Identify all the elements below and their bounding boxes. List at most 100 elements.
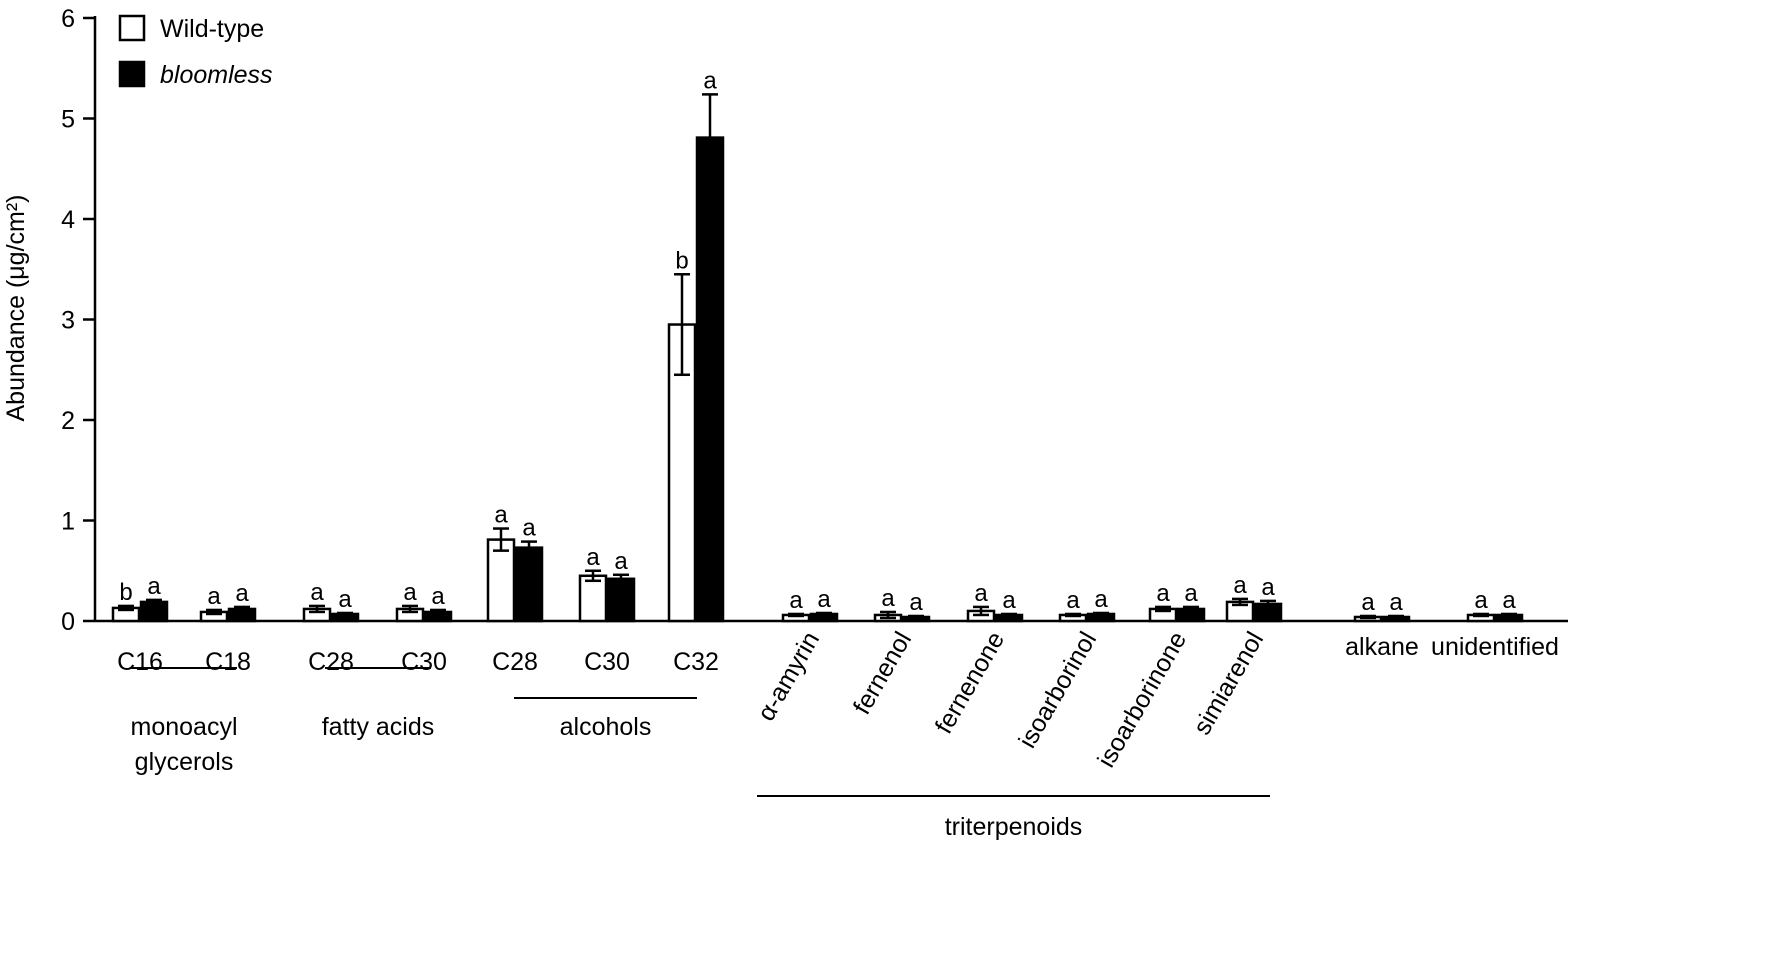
x-tick-label: unidentified (1431, 633, 1559, 661)
error-bar (613, 573, 629, 585)
significance-letter: a (338, 586, 352, 613)
x-tick-label: C32 (673, 648, 719, 676)
y-tick-label: 1 (61, 508, 75, 536)
error-bar (674, 273, 690, 377)
significance-letter: a (403, 579, 417, 606)
error-bar (1501, 612, 1517, 618)
error-bar (1183, 605, 1199, 613)
error-bar (702, 93, 718, 183)
error-bar (337, 611, 353, 617)
category-labels: C16 C18 C28 C30 C28 C30 C32 α-amyrin fernenol fer… (117, 627, 1559, 772)
error-bars (118, 93, 1517, 620)
group-label: glycerols (135, 748, 234, 776)
x-tick-label: C28 (492, 648, 538, 676)
error-bar (1360, 614, 1376, 620)
axes: 0 1 2 3 4 5 6 (61, 5, 1568, 636)
x-tick-label: alkane (1345, 633, 1419, 661)
significance-letter: a (614, 548, 628, 575)
legend-swatch-wild-type (118, 14, 146, 42)
significance-letter: a (881, 585, 895, 612)
y-tick-label: 5 (61, 106, 75, 134)
legend: Wild-type bloomless (118, 14, 273, 89)
bar-wild-type (486, 538, 516, 623)
significance-letter: b (675, 247, 688, 274)
significance-letter: a (1389, 589, 1403, 616)
error-bar (118, 604, 134, 612)
group-label: triterpenoids (945, 813, 1083, 841)
significance-letter: b (119, 579, 132, 606)
significance-letter: a (789, 587, 803, 614)
significance-letter: a (1474, 587, 1488, 614)
significance-letter: a (1066, 587, 1080, 614)
error-bar (1232, 597, 1248, 607)
significance-letter: a (817, 586, 831, 613)
y-ticks: 0 1 2 3 4 5 6 (61, 5, 95, 636)
y-tick-label: 0 (61, 608, 75, 636)
significance-letter: a (1261, 574, 1275, 601)
error-bar (206, 608, 222, 616)
error-bar (521, 540, 537, 555)
significance-letter: a (1184, 580, 1198, 607)
error-bar (908, 614, 924, 620)
significance-letter: a (1002, 587, 1016, 614)
error-bar (1001, 612, 1017, 618)
significance-letter: a (431, 583, 445, 610)
x-tick-label: simiarenol (1188, 627, 1269, 740)
error-bar (146, 598, 162, 606)
significance-letter: a (1094, 586, 1108, 613)
y-tick-label: 3 (61, 307, 75, 335)
y-axis-label: Abundance (μg/cm²) (2, 194, 30, 421)
error-bar (234, 605, 250, 613)
error-bar (1155, 605, 1171, 613)
x-tick-label: isoarborinol (1013, 627, 1102, 753)
bars (111, 136, 1524, 623)
error-bar (493, 527, 509, 552)
significance-letter: a (310, 579, 324, 606)
significance-letter: a (147, 573, 161, 600)
significance-letter: a (235, 580, 249, 607)
error-bar (973, 605, 989, 617)
x-tick-label: C16 (117, 648, 163, 676)
x-tick-label: fernenol (848, 627, 917, 719)
significance-letter: a (522, 515, 536, 542)
significance-letter: a (1156, 580, 1170, 607)
x-tick-label: C30 (584, 648, 630, 676)
y-tick-label: 4 (61, 206, 75, 234)
significance-letter: a (494, 502, 508, 529)
group-label: alcohols (560, 713, 652, 741)
significance-letter: a (1361, 589, 1375, 616)
error-bar (402, 604, 418, 614)
error-bar (1065, 612, 1081, 618)
x-tick-label: α-amyrin (752, 627, 825, 726)
x-tick-label: isoarborinone (1092, 627, 1192, 772)
group-label: fatty acids (322, 713, 435, 741)
error-bar (1260, 599, 1276, 609)
x-tick-label: fernenone (930, 627, 1011, 739)
error-bar (880, 610, 896, 620)
y-tick-label: 2 (61, 407, 75, 435)
bar-bloomless (606, 577, 636, 623)
error-bar (585, 569, 601, 583)
error-bar (430, 608, 446, 616)
error-bar (1473, 612, 1489, 618)
significance-letter: a (974, 580, 988, 607)
error-bar (1388, 614, 1404, 620)
error-bar (309, 604, 325, 614)
bar-bloomless (695, 136, 725, 623)
bar-wild-type (578, 574, 608, 623)
significance-letter: a (207, 583, 221, 610)
significance-letter: a (586, 544, 600, 571)
error-bar (1093, 611, 1109, 617)
significance-letter: a (909, 589, 923, 616)
error-bar (816, 611, 832, 617)
x-tick-label: C28 (308, 648, 354, 676)
error-bar (788, 612, 804, 618)
legend-swatch-bloomless (118, 60, 146, 88)
group-label: monoacyl (131, 713, 238, 741)
group-labels: monoacyl glycerols fatty acids alcohols trit… (131, 667, 1270, 841)
bar-bloomless (514, 546, 544, 623)
legend-label-bloomless: bloomless (160, 61, 273, 89)
legend-label-wild-type: Wild-type (160, 15, 264, 43)
